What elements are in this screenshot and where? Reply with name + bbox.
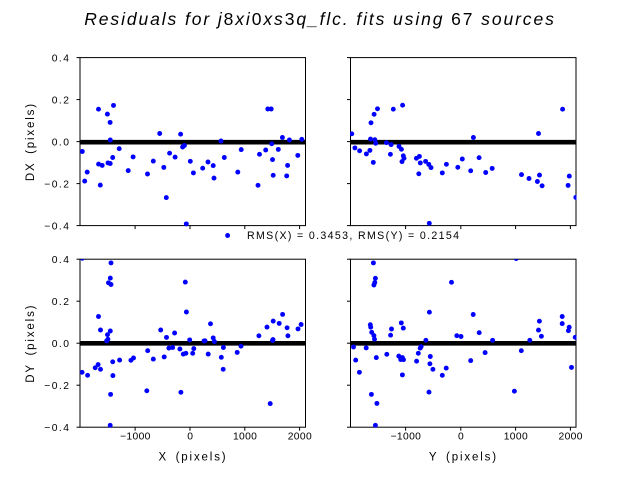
- svg-text:−1000: −1000: [120, 432, 151, 443]
- svg-text:2000: 2000: [559, 432, 583, 443]
- svg-text:0.2: 0.2: [52, 96, 71, 107]
- svg-text:1000: 1000: [233, 432, 257, 443]
- svg-text:DX (pixels): DX (pixels): [25, 102, 37, 181]
- svg-text:0: 0: [458, 432, 464, 443]
- svg-text:−1000: −1000: [391, 432, 422, 443]
- svg-text:2000: 2000: [288, 432, 312, 443]
- svg-text:1000: 1000: [504, 432, 528, 443]
- svg-text:−0.4: −0.4: [44, 222, 70, 233]
- svg-text:0.0: 0.0: [52, 339, 71, 350]
- svg-text:DY (pixels): DY (pixels): [25, 304, 37, 383]
- svg-text:Y (pixels): Y (pixels): [429, 451, 498, 463]
- svg-text:0.0: 0.0: [52, 138, 71, 149]
- svg-text:0: 0: [187, 432, 193, 443]
- svg-text:0.2: 0.2: [52, 297, 71, 308]
- svg-text:−0.4: −0.4: [44, 423, 70, 434]
- svg-text:0.4: 0.4: [52, 54, 71, 65]
- svg-text:Residuals for j8xi0xs3q_flc. f: Residuals for j8xi0xs3q_flc. fits using …: [84, 9, 556, 29]
- svg-text:0.4: 0.4: [52, 255, 71, 266]
- svg-text:X (pixels): X (pixels): [159, 451, 228, 463]
- svg-text:−0.2: −0.2: [44, 381, 70, 392]
- svg-text:RMS(X) = 0.3453, RMS(Y) = 0.21: RMS(X) = 0.3453, RMS(Y) = 0.2154: [247, 230, 460, 242]
- svg-text:−0.2: −0.2: [44, 180, 70, 191]
